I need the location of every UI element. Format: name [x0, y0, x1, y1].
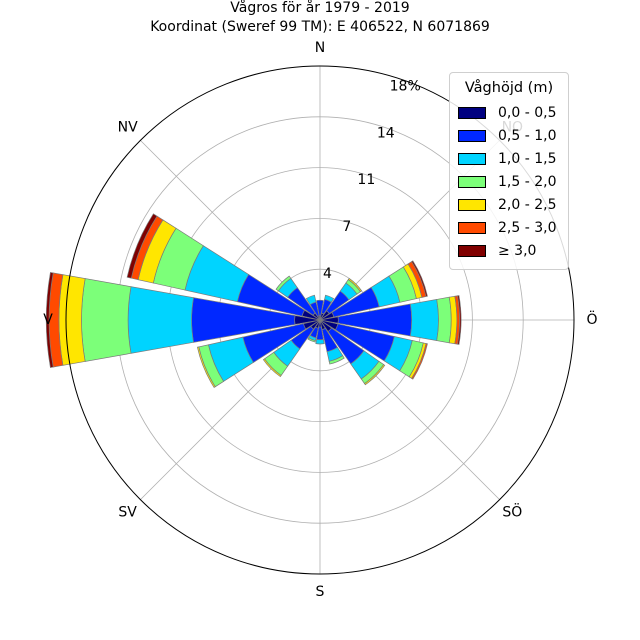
rose-wedge [315, 339, 325, 345]
direction-label: SV [118, 504, 137, 520]
legend-swatch [458, 176, 486, 188]
rose-wedge [411, 343, 428, 380]
polar-frame [65, 65, 575, 575]
legend-label: 0,5 - 1,0 [498, 128, 557, 144]
rose-wedge [436, 296, 452, 344]
direction-label: NV [118, 120, 138, 136]
legend-label: 2,5 - 3,0 [498, 220, 557, 236]
outer-circle [65, 65, 575, 575]
rose-wedge [262, 358, 282, 378]
rose-wedge [127, 286, 194, 354]
direction-label: V [43, 312, 53, 328]
legend-swatch [458, 130, 486, 142]
rose-wedge [58, 274, 86, 366]
rose-wedge [196, 346, 216, 388]
chart-title: Vågros för år 1979 - 2019 [230, 0, 410, 16]
legend-label: 1,0 - 1,5 [498, 151, 557, 167]
rose-wedge [305, 294, 317, 306]
rose-wedge [324, 294, 335, 303]
legend-swatch [458, 245, 486, 257]
legend-swatch [458, 153, 486, 165]
legend-label: 0,0 - 0,5 [498, 105, 557, 121]
legend-label: 1,5 - 2,0 [498, 174, 557, 190]
direction-label: N [315, 40, 325, 56]
direction-label: S [316, 584, 325, 600]
radial-tick-label: 11 [357, 172, 375, 188]
rose-wedge [275, 275, 292, 292]
rose-wedge [347, 277, 363, 293]
rose-wedge [81, 278, 132, 362]
legend-title: Våghöjd (m) [464, 80, 554, 96]
rose-wedge [364, 364, 386, 386]
rose-wedge [316, 299, 324, 317]
rose-wedge [411, 260, 428, 297]
rose-bars [45, 213, 462, 388]
legend-swatch [458, 199, 486, 211]
chart-subtitle: Koordinat (Sweref 99 TM): E 406522, N 60… [150, 19, 490, 35]
radial-tick-label: 18% [390, 78, 421, 94]
rose-wedge [126, 213, 158, 279]
legend-label: ≥ 3,0 [498, 243, 537, 259]
direction-label: SÖ [502, 502, 522, 520]
radial-tick-label: 4 [323, 266, 332, 282]
rose-wedge [409, 299, 439, 341]
rose-wedge [328, 355, 345, 365]
direction-label: Ö [586, 310, 597, 328]
rose-wedge [307, 337, 316, 343]
radial-tick-label: 7 [342, 219, 351, 235]
rose-wedge [45, 272, 54, 368]
legend-swatch [458, 107, 486, 119]
rose-wedge [457, 295, 462, 345]
radial-tick-label: 14 [377, 125, 395, 141]
legend-label: 2,0 - 2,5 [498, 197, 557, 213]
legend-swatch [458, 222, 486, 234]
legend: Våghöjd (m) 0,0 - 0,5 0,5 - 1,0 1,0 - 1,… [449, 72, 569, 270]
